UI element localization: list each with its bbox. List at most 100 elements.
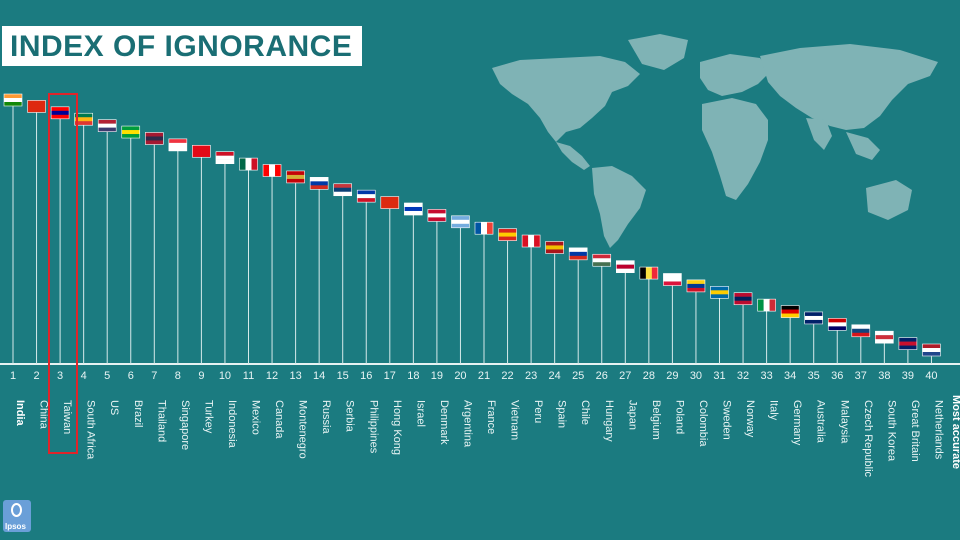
rank-label-11: 11: [243, 370, 254, 382]
rank-label-37: 37: [855, 370, 867, 382]
country-label-norway: Norway: [744, 400, 756, 438]
hong-kong-flag-icon: [380, 196, 400, 209]
australia-flag-icon: [804, 311, 824, 325]
country-label-turkey: Turkey: [202, 400, 214, 434]
rank-label-34: 34: [784, 370, 796, 382]
country-label-czech-republic: Czech Republic: [862, 400, 874, 478]
rank-label-33: 33: [760, 370, 772, 382]
country-label-taiwan: Taiwan: [61, 400, 73, 434]
malaysia-flag-icon: [827, 318, 847, 331]
country-label-south-korea: South Korea: [885, 400, 897, 462]
country-label-south-africa: South Africa: [85, 400, 97, 460]
taiwan-flag-icon: [50, 106, 70, 120]
ipsos-logo-text: Ipsos: [5, 522, 26, 531]
rank-label-40: 40: [925, 370, 937, 382]
rank-label-31: 31: [713, 370, 725, 382]
ipsos-logo: Ipsos: [3, 500, 31, 532]
denmark-flag-icon: [427, 209, 447, 222]
rank-label-27: 27: [619, 370, 631, 382]
rank-label-4: 4: [81, 370, 87, 382]
rank-label-7: 7: [151, 370, 157, 382]
canada-flag-icon: [262, 164, 282, 177]
rank-label-9: 9: [198, 370, 204, 382]
colombia-flag-icon: [686, 279, 706, 293]
singapore-flag-icon: [168, 138, 188, 152]
country-label-italy: Italy: [768, 400, 780, 421]
montenegro-flag-icon: [286, 170, 305, 184]
world-map-graphic: [492, 34, 938, 248]
country-label-philippines: Philippines: [367, 400, 379, 454]
argentina-flag-icon: [451, 215, 470, 229]
flags-group: [3, 93, 941, 357]
india-flag-icon: [3, 93, 23, 107]
rank-label-5: 5: [104, 370, 110, 382]
country-label-argentina: Argentina: [461, 400, 473, 448]
rank-label-17: 17: [384, 370, 396, 382]
country-label-chile: Chile: [579, 400, 591, 425]
country-label-mexico: Mexico: [250, 400, 262, 435]
chart-title: INDEX OF IGNORANCE: [10, 30, 353, 63]
rank-label-35: 35: [808, 370, 820, 382]
rank-label-15: 15: [337, 370, 349, 382]
rank-label-12: 12: [266, 370, 278, 382]
country-label-hungary: Hungary: [603, 400, 615, 442]
country-label-france: France: [485, 400, 497, 434]
peru-flag-icon: [521, 234, 541, 248]
thailand-flag-icon: [145, 132, 164, 145]
hungary-flag-icon: [592, 253, 612, 267]
rank-label-8: 8: [175, 370, 181, 382]
rank-label-30: 30: [690, 370, 702, 382]
rank-label-10: 10: [219, 370, 231, 382]
czech-republic-flag-icon: [851, 324, 871, 338]
country-label-great-britain: Great Britain: [909, 400, 921, 462]
country-label-thailand: Thailand: [155, 400, 167, 442]
country-label-us: US: [108, 400, 120, 415]
most-accurate-label: Most accurate: [950, 395, 960, 469]
map-greenland: [628, 34, 688, 70]
country-label-indonesia: Indonesia: [226, 400, 238, 449]
ipsos-logo-icon: [11, 503, 22, 517]
country-label-israel: Israel: [414, 400, 426, 427]
rank-label-29: 29: [666, 370, 678, 382]
russia-flag-icon: [309, 177, 329, 190]
map-central-america: [556, 142, 590, 170]
rank-label-23: 23: [525, 370, 537, 382]
stems-group: [12, 106, 932, 364]
rank-label-14: 14: [313, 370, 325, 382]
map-south-asia: [806, 118, 832, 150]
rank-label-21: 21: [478, 370, 490, 382]
map-australia: [866, 180, 912, 220]
country-label-malaysia: Malaysia: [838, 400, 850, 444]
country-label-germany: Germany: [791, 400, 803, 446]
map-africa: [702, 98, 768, 200]
country-label-vietnam: Vietnam: [509, 400, 521, 440]
china-flag-icon: [27, 100, 46, 113]
philippines-flag-icon: [356, 189, 376, 203]
rank-label-25: 25: [572, 370, 584, 382]
rank-labels-group: 1 2 3 4 5 6 7 8 9 10 11 12 13 14 15 16 17 18 19 20 21 22 23 24 2…: [10, 370, 938, 382]
map-asia: [760, 44, 938, 130]
rank-label-39: 39: [902, 370, 914, 382]
country-label-singapore: Singapore: [179, 400, 191, 450]
country-label-belgium: Belgium: [650, 400, 662, 440]
map-europe: [700, 54, 770, 96]
map-north-america: [492, 56, 640, 142]
mexico-flag-icon: [239, 157, 258, 171]
sweden-flag-icon: [710, 286, 729, 299]
rank-label-22: 22: [501, 370, 513, 382]
country-label-serbia: Serbia: [344, 400, 356, 433]
norway-flag-icon: [733, 292, 753, 306]
poland-flag-icon: [663, 273, 682, 286]
vietnam-flag-icon: [498, 228, 517, 241]
rank-label-20: 20: [454, 370, 466, 382]
country-label-spain: Spain: [556, 400, 568, 428]
us-flag-icon: [97, 119, 117, 132]
indonesia-flag-icon: [215, 151, 235, 164]
country-label-poland: Poland: [673, 400, 685, 434]
south-korea-flag-icon: [875, 330, 894, 344]
serbia-flag-icon: [333, 183, 353, 197]
country-labels-group: India China Taiwan South Africa US Brazil Thai…: [14, 400, 944, 478]
map-southeast-asia: [846, 132, 880, 160]
country-label-canada: Canada: [273, 400, 285, 439]
